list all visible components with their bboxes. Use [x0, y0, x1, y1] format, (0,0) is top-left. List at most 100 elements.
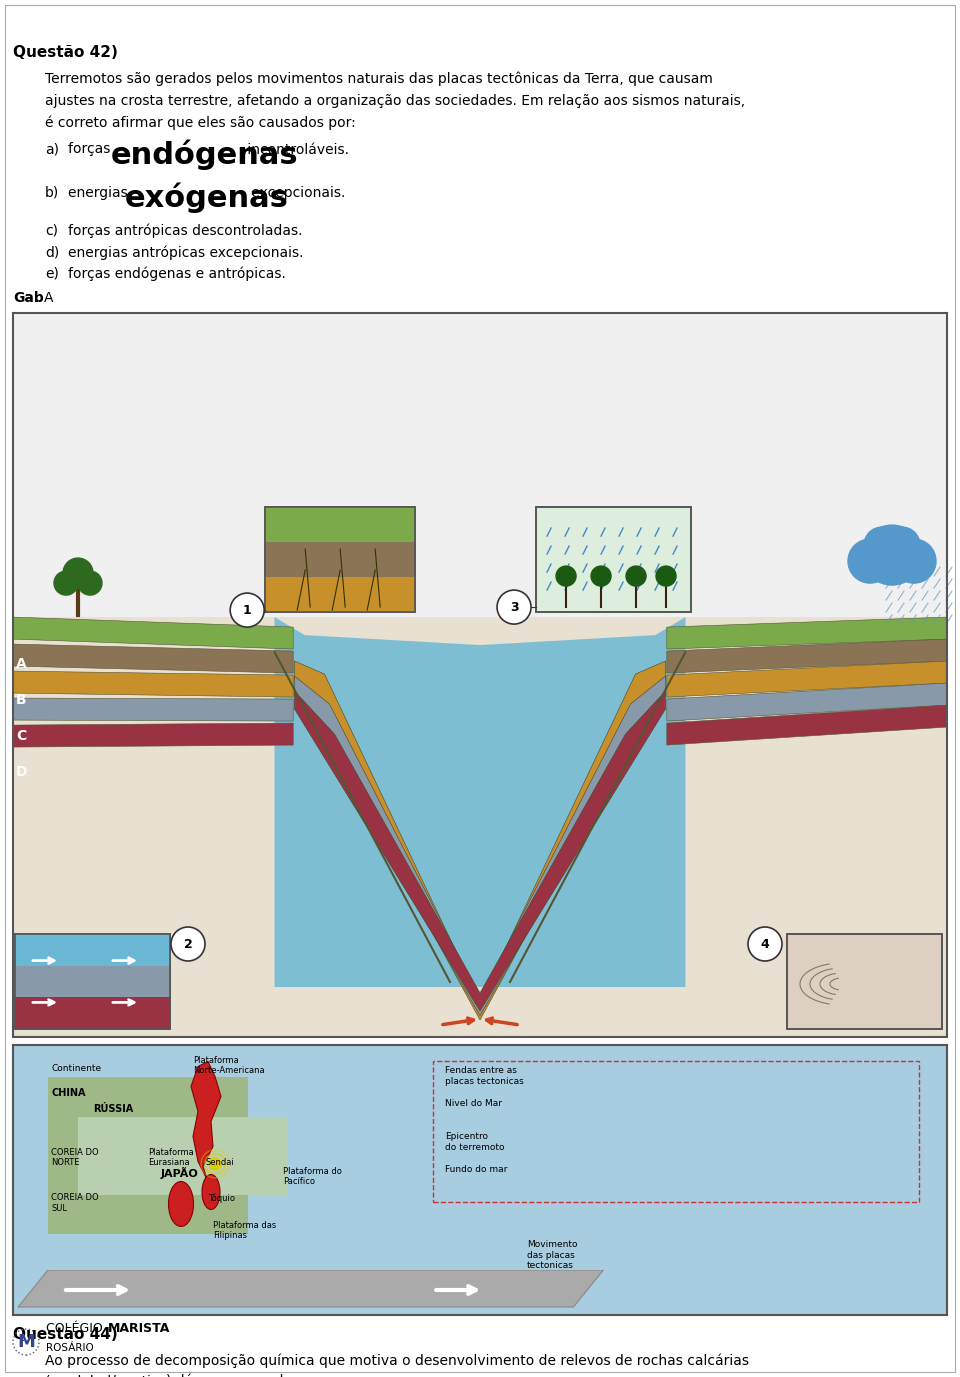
Text: Gab: Gab: [13, 291, 44, 304]
Ellipse shape: [202, 1175, 220, 1209]
Bar: [265, 543, 415, 577]
Polygon shape: [667, 661, 947, 697]
Text: exógenas: exógenas: [125, 183, 289, 213]
Text: Terremotos são gerados pelos movimentos naturais das placas tectônicas da Terra,: Terremotos são gerados pelos movimentos …: [45, 72, 713, 87]
Polygon shape: [13, 698, 293, 722]
Polygon shape: [13, 671, 293, 697]
Bar: [15, 965, 170, 997]
Bar: [13, 313, 947, 617]
Circle shape: [54, 571, 78, 595]
Bar: [13, 313, 947, 1037]
Text: ROSÁRIO: ROSÁRIO: [46, 1343, 94, 1354]
Text: endógenas: endógenas: [111, 139, 299, 169]
Circle shape: [78, 571, 102, 595]
Text: COREIA DO
NORTE: COREIA DO NORTE: [51, 1147, 99, 1166]
Text: 1: 1: [243, 603, 252, 617]
Text: b): b): [45, 186, 60, 200]
Text: a): a): [45, 142, 59, 157]
Bar: [13, 313, 947, 1037]
Text: COREIA DO
SUL: COREIA DO SUL: [51, 1194, 99, 1213]
Text: Plataforma
Eurasiana: Plataforma Eurasiana: [148, 1147, 194, 1166]
Text: Nivel do Mar: Nivel do Mar: [445, 1099, 502, 1108]
Text: : A: : A: [35, 291, 53, 304]
Text: e): e): [45, 267, 59, 281]
Text: Sendai: Sendai: [205, 1158, 233, 1168]
Text: (modelado: (modelado: [45, 1374, 124, 1377]
Text: JAPÃO: JAPÃO: [161, 1166, 199, 1179]
Text: C: C: [16, 728, 26, 744]
Circle shape: [497, 591, 531, 624]
Polygon shape: [275, 617, 685, 987]
Circle shape: [556, 566, 576, 587]
Bar: [265, 507, 415, 613]
Bar: [265, 507, 415, 543]
Bar: [48, 1077, 248, 1234]
Text: 3: 3: [510, 600, 518, 614]
Text: ajustes na crosta terrestre, afetando a organização das sociedades. Em relação a: ajustes na crosta terrestre, afetando a …: [45, 94, 745, 107]
Polygon shape: [295, 691, 665, 1011]
Bar: [536, 507, 691, 613]
Circle shape: [626, 566, 646, 587]
Text: energias: energias: [68, 186, 132, 200]
Bar: [787, 934, 942, 1029]
Circle shape: [209, 1158, 221, 1170]
Text: CHINA: CHINA: [51, 1088, 85, 1099]
Circle shape: [748, 927, 782, 961]
Polygon shape: [667, 617, 947, 649]
Polygon shape: [78, 1117, 288, 1195]
Polygon shape: [48, 1073, 604, 1270]
Text: Epicentro
do terremoto: Epicentro do terremoto: [445, 1132, 505, 1151]
Circle shape: [848, 538, 892, 582]
Bar: [265, 507, 415, 613]
Bar: [787, 934, 942, 1029]
Text: 2: 2: [183, 938, 192, 950]
Bar: [13, 313, 947, 1037]
Text: Questão 44): Questão 44): [13, 1327, 118, 1343]
Text: RÚSSIA: RÚSSIA: [93, 1104, 133, 1114]
Bar: [15, 934, 170, 1029]
Text: Continente: Continente: [51, 1064, 101, 1073]
Polygon shape: [13, 723, 293, 748]
Polygon shape: [295, 676, 665, 1015]
Text: c): c): [45, 223, 58, 237]
Bar: [536, 507, 691, 613]
Text: Tóquio: Tóquio: [208, 1194, 235, 1203]
Text: karstico: karstico: [112, 1374, 167, 1377]
Polygon shape: [18, 1270, 604, 1307]
Bar: [15, 934, 170, 965]
Polygon shape: [191, 1062, 221, 1181]
Text: Plataforma
Norte-Americana: Plataforma Norte-Americana: [193, 1056, 265, 1075]
Bar: [13, 1045, 947, 1315]
Bar: [265, 577, 415, 613]
Bar: [433, 1062, 919, 1202]
Polygon shape: [13, 617, 293, 649]
Text: M: M: [17, 1333, 35, 1351]
Bar: [15, 934, 170, 1029]
Text: B: B: [15, 693, 26, 706]
Text: forças endógenas e antrópicas.: forças endógenas e antrópicas.: [68, 267, 286, 281]
Text: é correto afirmar que eles são causados por:: é correto afirmar que eles são causados …: [45, 116, 356, 129]
Text: excepcionais.: excepcionais.: [247, 186, 346, 200]
Circle shape: [864, 527, 900, 563]
Text: forças: forças: [68, 142, 115, 157]
Text: ) dá-se o nome de: ) dá-se o nome de: [166, 1374, 292, 1377]
Text: D: D: [15, 766, 27, 779]
Text: Movimento
das placas
tectonicas: Movimento das placas tectonicas: [527, 1241, 577, 1270]
Text: 4: 4: [760, 938, 769, 950]
Circle shape: [63, 558, 93, 588]
Text: A: A: [15, 657, 26, 671]
Polygon shape: [667, 639, 947, 673]
Ellipse shape: [169, 1181, 194, 1227]
Circle shape: [884, 527, 920, 563]
Text: Plataforma das
Filipinas: Plataforma das Filipinas: [213, 1220, 276, 1239]
Text: Fundo do mar: Fundo do mar: [445, 1165, 508, 1175]
Bar: [13, 1045, 947, 1315]
Circle shape: [591, 566, 612, 587]
Circle shape: [230, 593, 264, 627]
Polygon shape: [667, 705, 947, 745]
Text: Ao processo de decomposição química que motiva o desenvolvimento de relevos de r: Ao processo de decomposição química que …: [45, 1354, 749, 1367]
Text: COLÉGIO: COLÉGIO: [46, 1322, 107, 1334]
Text: Fendas entre as
placas tectonicas: Fendas entre as placas tectonicas: [445, 1066, 524, 1085]
Text: d): d): [45, 245, 60, 259]
Text: energias antrópicas excepcionais.: energias antrópicas excepcionais.: [68, 245, 303, 259]
